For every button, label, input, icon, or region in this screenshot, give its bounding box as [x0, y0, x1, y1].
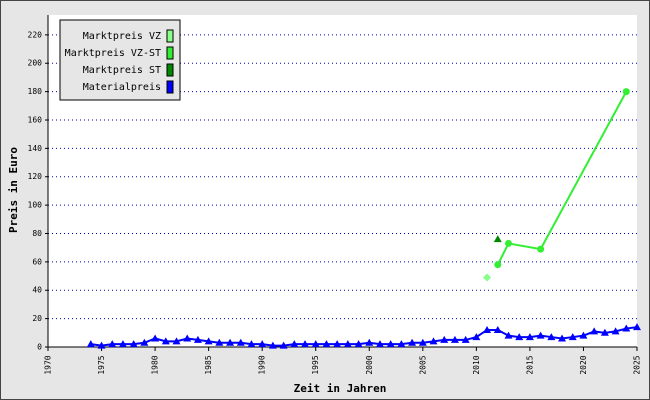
y-tick-label: 80: [32, 229, 42, 238]
x-tick-label: 1990: [258, 355, 267, 374]
data-point: [622, 324, 631, 332]
data-point: [408, 338, 417, 346]
x-tick-label: 1975: [97, 355, 106, 374]
x-tick-label: 1970: [44, 355, 53, 374]
data-point: [611, 327, 620, 335]
data-point: [472, 333, 481, 341]
x-tick-label: 1995: [311, 355, 320, 374]
data-point: [515, 333, 524, 341]
data-point: [279, 341, 288, 349]
legend-label: Marktpreis VZ: [83, 31, 161, 42]
data-point: [504, 331, 513, 339]
data-point: [311, 340, 320, 348]
data-point: [215, 338, 224, 346]
data-point: [183, 334, 192, 342]
data-point: [504, 239, 512, 247]
data-point: [494, 261, 502, 269]
y-tick-label: 160: [28, 115, 43, 124]
y-tick-label: 120: [28, 172, 43, 181]
y-tick-label: 60: [32, 257, 42, 266]
data-point: [365, 338, 374, 346]
x-tick-label: 2010: [472, 355, 481, 374]
data-point: [493, 235, 502, 243]
y-tick-label: 100: [28, 201, 43, 210]
data-point: [525, 333, 534, 341]
data-point: [579, 331, 588, 339]
data-point: [450, 335, 459, 343]
data-point: [268, 341, 277, 349]
data-point: [236, 338, 245, 346]
data-point: [375, 340, 384, 348]
y-tick-label: 40: [32, 286, 42, 295]
x-tick-label: 1980: [151, 355, 160, 374]
data-point: [161, 337, 170, 345]
data-point: [418, 338, 427, 346]
data-point: [397, 340, 406, 348]
data-point: [247, 340, 256, 348]
data-point: [536, 331, 545, 339]
data-point: [558, 334, 567, 342]
data-point: [333, 340, 342, 348]
data-point: [129, 340, 138, 348]
y-tick-label: 180: [28, 87, 43, 96]
data-point: [140, 338, 149, 346]
data-point: [226, 338, 235, 346]
x-tick-label: 2005: [418, 355, 427, 374]
y-tick-label: 140: [28, 144, 43, 153]
data-point: [386, 340, 395, 348]
data-point: [354, 340, 363, 348]
legend-box: [59, 19, 181, 101]
data-point: [547, 333, 556, 341]
data-point: [204, 337, 213, 345]
y-tick-label: 220: [28, 30, 43, 39]
x-tick-label: 2000: [365, 355, 374, 374]
data-point: [633, 323, 641, 331]
data-point: [193, 335, 202, 343]
legend-label: Marktpreis ST: [83, 65, 161, 76]
data-point: [343, 340, 352, 348]
data-point: [622, 88, 630, 96]
data-point: [258, 340, 267, 348]
data-point: [590, 327, 599, 335]
data-point: [290, 340, 299, 348]
data-point: [151, 334, 160, 342]
legend-swatch: [166, 80, 174, 94]
x-tick-label: 2020: [579, 355, 588, 374]
legend-label: Materialpreis: [83, 82, 161, 93]
data-point: [461, 335, 470, 343]
legend-swatch: [166, 63, 174, 77]
x-tick-label: 1985: [204, 355, 213, 374]
legend-swatch: [166, 46, 174, 60]
x-tick-label: 2025: [633, 355, 642, 374]
x-tick-label: 2015: [525, 355, 534, 374]
data-point: [483, 273, 492, 282]
data-point: [600, 328, 609, 336]
data-point: [440, 335, 449, 343]
data-point: [108, 340, 117, 348]
data-point: [568, 333, 577, 341]
series-line: [90, 326, 638, 347]
y-axis-title: Preis in Euro: [7, 147, 20, 233]
data-point: [483, 325, 492, 333]
y-tick-label: 200: [28, 59, 43, 68]
data-point: [97, 341, 106, 349]
data-point: [86, 340, 95, 348]
y-tick-label: 20: [32, 314, 42, 323]
data-point: [537, 245, 545, 253]
data-point: [322, 340, 331, 348]
series-line: [496, 91, 628, 266]
data-point: [118, 340, 127, 348]
data-point: [172, 337, 181, 345]
legend-swatch: [166, 29, 174, 43]
y-tick-label: 0: [37, 343, 42, 352]
x-axis-title: Zeit in Jahren: [294, 382, 387, 395]
data-point: [301, 340, 310, 348]
legend-label: Marktpreis VZ-ST: [65, 48, 161, 59]
data-point: [429, 337, 438, 345]
data-point: [493, 325, 502, 333]
